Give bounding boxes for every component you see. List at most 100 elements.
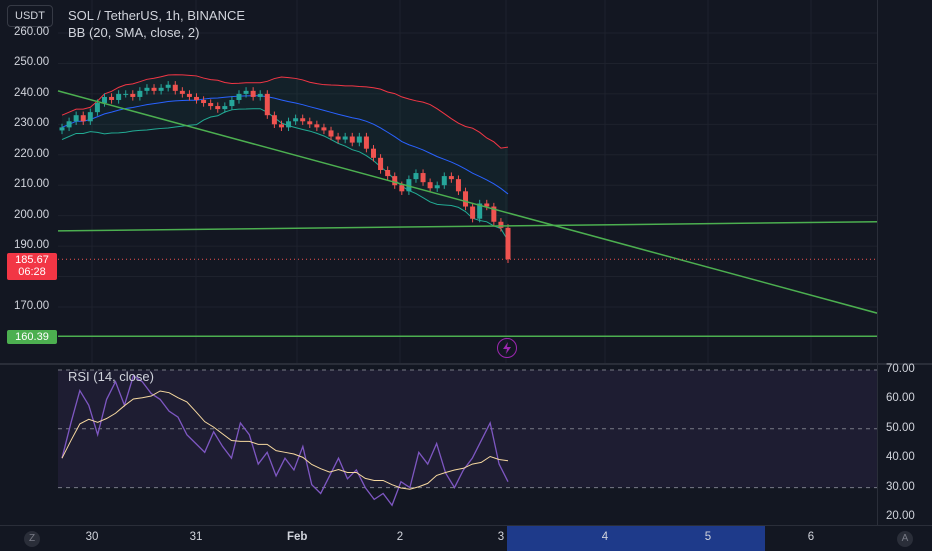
price-chart[interactable] xyxy=(0,0,877,363)
candle-body xyxy=(208,103,214,107)
time-tick-label: 31 xyxy=(189,531,203,543)
price-tick-label: 230.00 xyxy=(14,117,50,130)
time-tick-label: Feb xyxy=(287,531,308,543)
candle-body xyxy=(278,124,284,128)
trendline-rising xyxy=(57,221,877,232)
candle-body xyxy=(498,221,504,228)
candle-body xyxy=(116,93,122,100)
candle-body xyxy=(370,148,376,158)
time-tick-label: 2 xyxy=(396,531,404,543)
price-tick-label: 200.00 xyxy=(14,208,50,221)
current-price-value: 185.67 xyxy=(15,254,49,266)
price-tick-label: 220.00 xyxy=(14,147,50,160)
candle-body xyxy=(243,90,249,94)
time-tick-label: 3 xyxy=(497,531,505,543)
time-axis[interactable]: 30 31 Feb 2 3 4 5 6 xyxy=(0,525,932,551)
candle-body xyxy=(392,176,398,186)
bb-fill xyxy=(62,74,508,241)
candle-body xyxy=(413,173,419,180)
support-price-tag: 160.39 xyxy=(7,330,57,344)
lightning-icon[interactable] xyxy=(497,338,517,358)
current-price-tag: 185.67 06:28 xyxy=(7,253,57,280)
candle-body xyxy=(186,93,192,97)
candle-body xyxy=(257,93,263,97)
trendline-descending xyxy=(57,90,877,314)
candle-body xyxy=(172,84,178,91)
candle-body xyxy=(286,121,292,128)
candle-body xyxy=(87,112,93,122)
candle-body xyxy=(66,121,72,128)
auto-scale-button[interactable]: A xyxy=(897,531,913,547)
candle-body xyxy=(151,87,157,91)
candle-body xyxy=(385,170,391,177)
candle-body xyxy=(399,185,405,192)
bb-upper-line xyxy=(61,74,509,149)
currency-button-label: USDT xyxy=(15,10,45,22)
candle-body xyxy=(123,93,129,95)
time-tick-label: 30 xyxy=(85,531,99,543)
rsi-axis[interactable]: 70.00 60.00 50.00 40.00 30.00 20.00 xyxy=(877,363,932,525)
candle-body xyxy=(179,90,185,94)
time-tick-label: 5 xyxy=(704,531,712,543)
rsi-tick-label: 70.00 xyxy=(886,363,915,375)
rsi-ma-line xyxy=(61,390,509,490)
candle-body xyxy=(215,106,221,110)
price-axis[interactable]: 260.00 250.00 240.00 230.00 220.00 210.00 200.… xyxy=(0,0,58,363)
price-tick-label: 260.00 xyxy=(14,26,50,38)
time-tick-label: 4 xyxy=(601,531,609,543)
timezone-button[interactable]: Z xyxy=(24,531,40,547)
bb-basis-line xyxy=(61,95,509,195)
candle-body xyxy=(94,103,100,113)
currency-button[interactable]: USDT xyxy=(7,5,53,27)
candle-body xyxy=(165,84,171,88)
price-tick-label: 240.00 xyxy=(14,86,50,99)
pane-separator[interactable] xyxy=(0,363,932,365)
candle-body xyxy=(222,106,228,110)
rsi-tick-label: 20.00 xyxy=(886,510,915,522)
rsi-pane[interactable] xyxy=(0,365,877,525)
candle-body xyxy=(470,206,476,219)
candle-body xyxy=(356,136,362,143)
candle-body xyxy=(130,93,136,97)
candle-body xyxy=(349,136,355,143)
rsi-chart[interactable] xyxy=(0,365,877,525)
candle-body xyxy=(314,124,320,128)
rsi-tick-label: 50.00 xyxy=(886,421,915,434)
rsi-tick-label: 30.00 xyxy=(886,480,915,493)
rsi-tick-label: 60.00 xyxy=(886,392,915,405)
rsi-legend[interactable]: RSI (14, close) xyxy=(68,369,154,384)
candle-body xyxy=(328,130,334,137)
candle-body xyxy=(420,173,426,183)
candle-body xyxy=(505,227,511,260)
price-axis-right[interactable] xyxy=(877,0,932,363)
candle-body xyxy=(321,127,327,131)
symbol-legend[interactable]: SOL / TetherUS, 1h, BINANCE xyxy=(68,8,246,23)
candle-body xyxy=(101,96,107,104)
candle-body xyxy=(307,121,313,125)
price-tick-label: 250.00 xyxy=(14,56,50,69)
bar-countdown: 06:28 xyxy=(18,266,46,278)
time-tick-label: 6 xyxy=(807,531,815,543)
price-pane[interactable] xyxy=(0,0,877,363)
candle-body xyxy=(293,118,299,122)
candle-body xyxy=(250,90,256,97)
candle-body xyxy=(264,93,270,116)
candle-body xyxy=(137,90,143,97)
candle-body xyxy=(158,87,164,91)
candle-body xyxy=(194,96,200,100)
future-range-highlight xyxy=(507,526,765,551)
candle-body xyxy=(342,136,348,140)
candle-body xyxy=(363,136,369,149)
candle-body xyxy=(477,203,483,219)
candle-body xyxy=(441,176,447,186)
rsi-tick-label: 40.00 xyxy=(886,451,915,464)
candle-body xyxy=(201,99,207,104)
candle-body xyxy=(484,203,490,207)
candle-body xyxy=(406,179,412,192)
candle-body xyxy=(271,115,277,125)
candle-body xyxy=(80,115,86,122)
bb-legend[interactable]: BB (20, SMA, close, 2) xyxy=(68,25,200,40)
candle-body xyxy=(59,127,65,131)
candle-body xyxy=(434,185,440,189)
candle-body xyxy=(73,115,79,122)
